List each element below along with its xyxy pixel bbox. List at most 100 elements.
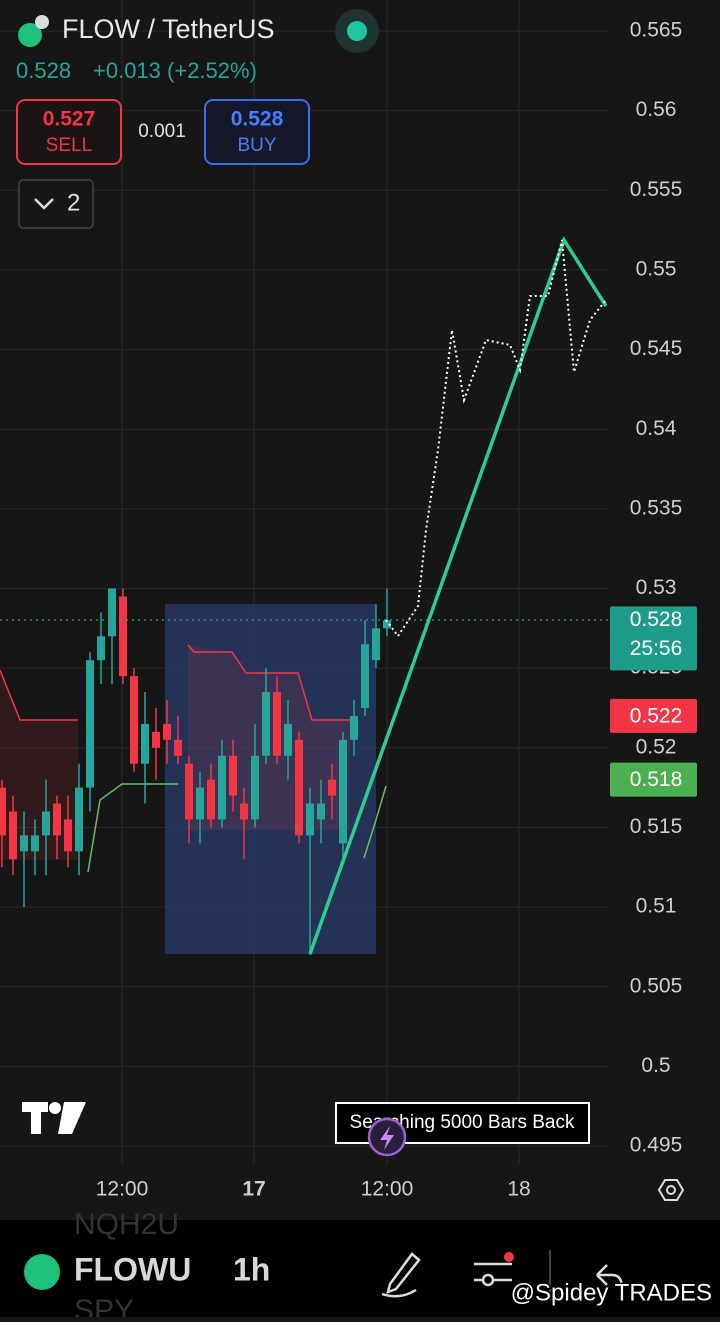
undo-icon[interactable] bbox=[596, 1264, 624, 1289]
candle-body bbox=[229, 755, 237, 796]
price-tag-label: 0.528 bbox=[630, 608, 683, 631]
price-tick-label: 0.51 bbox=[636, 895, 677, 918]
price-tick-label: 0.52 bbox=[636, 735, 677, 758]
candles bbox=[0, 588, 391, 955]
candle-body bbox=[361, 644, 369, 708]
candle-body bbox=[262, 692, 270, 756]
sell-label: SELL bbox=[46, 135, 92, 156]
candle-body bbox=[207, 779, 215, 820]
trend-line bbox=[308, 236, 608, 955]
price-tick-label: 0.54 bbox=[636, 417, 677, 440]
candle-body bbox=[350, 715, 358, 740]
candle-body bbox=[383, 620, 391, 629]
time-tick-label: 17 bbox=[242, 1178, 265, 1201]
price-tag-label: 0.522 bbox=[630, 704, 683, 727]
candle-body bbox=[240, 803, 248, 820]
candle-body bbox=[0, 787, 6, 836]
settings-icon-center bbox=[666, 1185, 676, 1195]
time-tick-label: 18 bbox=[507, 1178, 530, 1201]
candle-body bbox=[372, 628, 380, 661]
toolbar-interval[interactable]: 1h bbox=[233, 1251, 270, 1287]
tv-logo bbox=[22, 1102, 86, 1134]
price-tick-label: 0.515 bbox=[630, 815, 683, 838]
sell-button[interactable] bbox=[16, 99, 122, 165]
candle-body bbox=[317, 803, 325, 820]
candle-body bbox=[31, 835, 39, 852]
buy-button[interactable] bbox=[204, 99, 310, 165]
price-tick-label: 0.5 bbox=[641, 1054, 670, 1077]
candle-body bbox=[152, 731, 160, 748]
candle-body bbox=[185, 763, 193, 820]
indicators-toggle[interactable] bbox=[18, 179, 94, 229]
candle-body bbox=[42, 811, 50, 836]
indicators-count: 2 bbox=[67, 189, 80, 216]
ghost-symbol: NQH2U bbox=[74, 1208, 179, 1241]
price-tag bbox=[610, 606, 697, 671]
candle-body bbox=[306, 803, 314, 836]
price-tick-label: 0.555 bbox=[630, 178, 683, 201]
draw-tool-icon[interactable] bbox=[381, 1252, 421, 1298]
price-tick-label: 0.505 bbox=[630, 974, 683, 997]
candle-body bbox=[53, 803, 61, 836]
candle-body bbox=[339, 739, 347, 844]
candle-body bbox=[284, 723, 292, 756]
price-tag bbox=[610, 698, 697, 733]
candle-body bbox=[86, 660, 94, 788]
chevron-icon bbox=[34, 198, 54, 210]
bolt-icon bbox=[380, 1126, 394, 1150]
price-tag bbox=[610, 762, 697, 797]
price-tag-label: 0.518 bbox=[630, 768, 683, 791]
price-tick-label: 0.55 bbox=[636, 257, 677, 280]
ghost-symbol: SPY bbox=[74, 1294, 134, 1317]
status-text: Searching 5000 Bars Back bbox=[350, 1112, 575, 1133]
buy-label: BUY bbox=[237, 135, 276, 156]
indicator-line bbox=[363, 785, 387, 859]
candle-body bbox=[141, 723, 149, 764]
candle-body bbox=[75, 787, 83, 852]
watermark: @Spidey TRADES bbox=[511, 1279, 712, 1306]
time-tick-label: 12:00 bbox=[96, 1178, 149, 1201]
price-tick-label: 0.535 bbox=[630, 496, 683, 519]
candle-body bbox=[97, 636, 105, 661]
candle-body bbox=[174, 739, 182, 756]
indicator-line bbox=[0, 669, 78, 721]
settings-icon[interactable] bbox=[657, 1179, 685, 1201]
candle-body bbox=[295, 739, 303, 836]
exchange-icon bbox=[35, 15, 49, 29]
sell-price: 0.527 bbox=[43, 108, 96, 131]
candle-body bbox=[218, 755, 226, 820]
indicator-line bbox=[187, 644, 350, 721]
coin-icon bbox=[18, 23, 42, 47]
axes: 0.5650.560.5550.550.5450.540.5350.530.52… bbox=[96, 19, 683, 1201]
candle-body bbox=[196, 787, 204, 820]
market-status-dot bbox=[347, 21, 367, 41]
price-tick-label: 0.545 bbox=[630, 337, 683, 360]
candle-body bbox=[20, 835, 28, 852]
toolbar-symbol[interactable]: FLOWU bbox=[74, 1251, 191, 1287]
price-tick-label: 0.53 bbox=[636, 576, 677, 599]
price-tag-countdown: 25:56 bbox=[630, 637, 683, 660]
price-tick-label: 0.565 bbox=[630, 19, 683, 42]
price-change: +0.013 (+2.52%) bbox=[93, 58, 257, 83]
candle-body bbox=[64, 819, 72, 852]
candle-body bbox=[328, 779, 336, 796]
candle-body bbox=[273, 692, 281, 756]
indicator-tool-icon[interactable] bbox=[474, 1252, 514, 1287]
coin-icon bbox=[24, 1254, 60, 1290]
buy-price: 0.528 bbox=[231, 108, 284, 131]
price-tick-label: 0.495 bbox=[630, 1134, 683, 1157]
candle-body bbox=[251, 755, 259, 820]
symbol-title: FLOW / TetherUS bbox=[62, 14, 275, 44]
candle-body bbox=[9, 811, 17, 860]
candle-body bbox=[119, 596, 127, 677]
toolbar bbox=[0, 1220, 720, 1317]
spread: 0.001 bbox=[138, 121, 186, 142]
price-tick-label: 0.56 bbox=[636, 98, 677, 121]
candle-body bbox=[130, 676, 138, 764]
last-price: 0.528 bbox=[16, 58, 71, 83]
projection-path bbox=[385, 239, 607, 638]
candle-body bbox=[163, 723, 171, 740]
indicator-line bbox=[87, 783, 178, 873]
candle-body bbox=[108, 588, 116, 637]
